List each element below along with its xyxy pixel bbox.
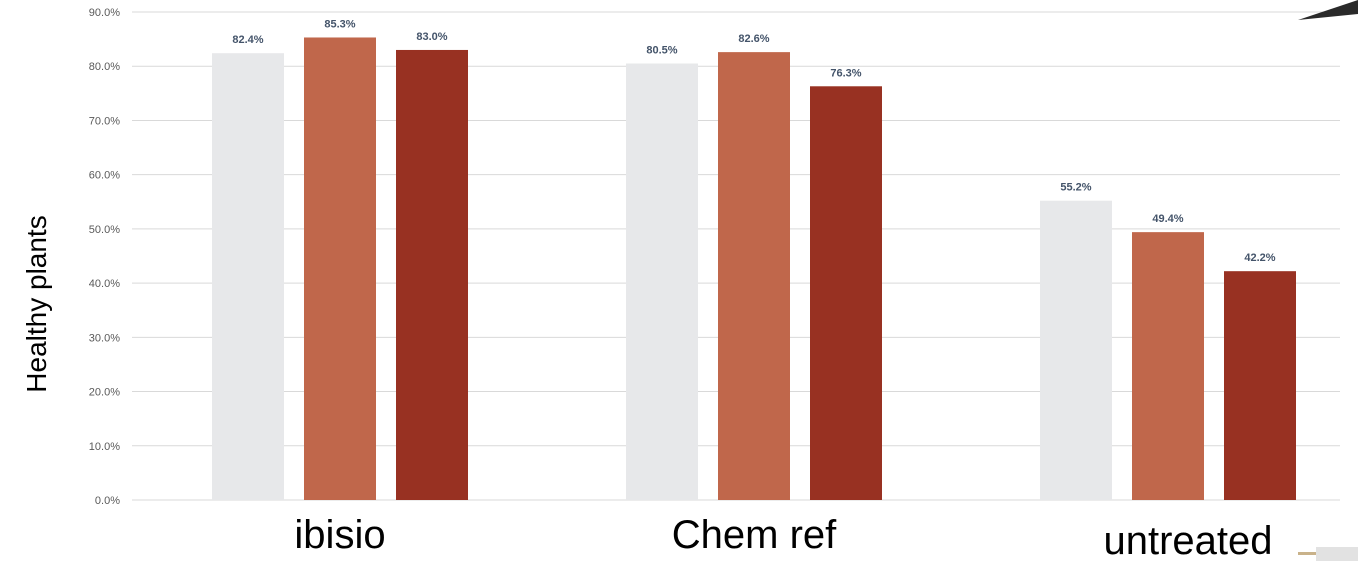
bar	[626, 63, 698, 501]
data-label: 76.3%	[830, 67, 861, 79]
data-label: 83.0%	[416, 31, 447, 43]
y-tick-label: 90.0%	[89, 7, 120, 19]
bar	[304, 37, 376, 501]
bar	[1040, 200, 1112, 500]
corner-decoration-bottom	[1316, 547, 1358, 561]
x-axis-categories: ibisio Chem ref untreated	[294, 513, 1272, 563]
y-axis-label: Healthy plants	[21, 215, 52, 392]
data-label: 82.4%	[232, 34, 263, 46]
data-label: 80.5%	[646, 45, 677, 57]
bar	[212, 53, 284, 500]
data-label: 55.2%	[1060, 182, 1091, 194]
category-label: ibisio	[294, 513, 385, 557]
y-tick-label: 40.0%	[89, 278, 120, 290]
y-tick-label: 10.0%	[89, 441, 120, 453]
y-tick-label: 70.0%	[89, 115, 120, 127]
y-axis-ticks: 0.0% 10.0% 20.0% 30.0% 40.0% 50.0% 60.0% 70.0% 8…	[89, 7, 120, 507]
data-label: 85.3%	[324, 18, 355, 30]
bar	[810, 86, 882, 500]
y-tick-label: 20.0%	[89, 387, 120, 399]
data-label: 42.2%	[1244, 252, 1275, 264]
bars	[212, 37, 1296, 501]
corner-decoration-stripe	[1298, 552, 1316, 555]
category-label: untreated	[1103, 519, 1272, 561]
y-tick-label: 0.0%	[95, 495, 120, 507]
bar	[1132, 232, 1204, 501]
bar	[718, 52, 790, 500]
data-labels: 82.4% 85.3% 83.0% 80.5% 82.6% 76.3% 55.2% 49.4%…	[232, 18, 1275, 264]
data-label: 82.6%	[738, 33, 769, 45]
y-tick-label: 60.0%	[89, 170, 120, 182]
bar	[1224, 271, 1296, 500]
bar	[396, 49, 468, 500]
category-label: Chem ref	[672, 513, 837, 557]
y-tick-label: 50.0%	[89, 224, 120, 236]
corner-decoration	[1298, 0, 1358, 20]
y-tick-label: 80.0%	[89, 61, 120, 73]
y-tick-label: 30.0%	[89, 332, 120, 344]
data-label: 49.4%	[1152, 213, 1183, 225]
